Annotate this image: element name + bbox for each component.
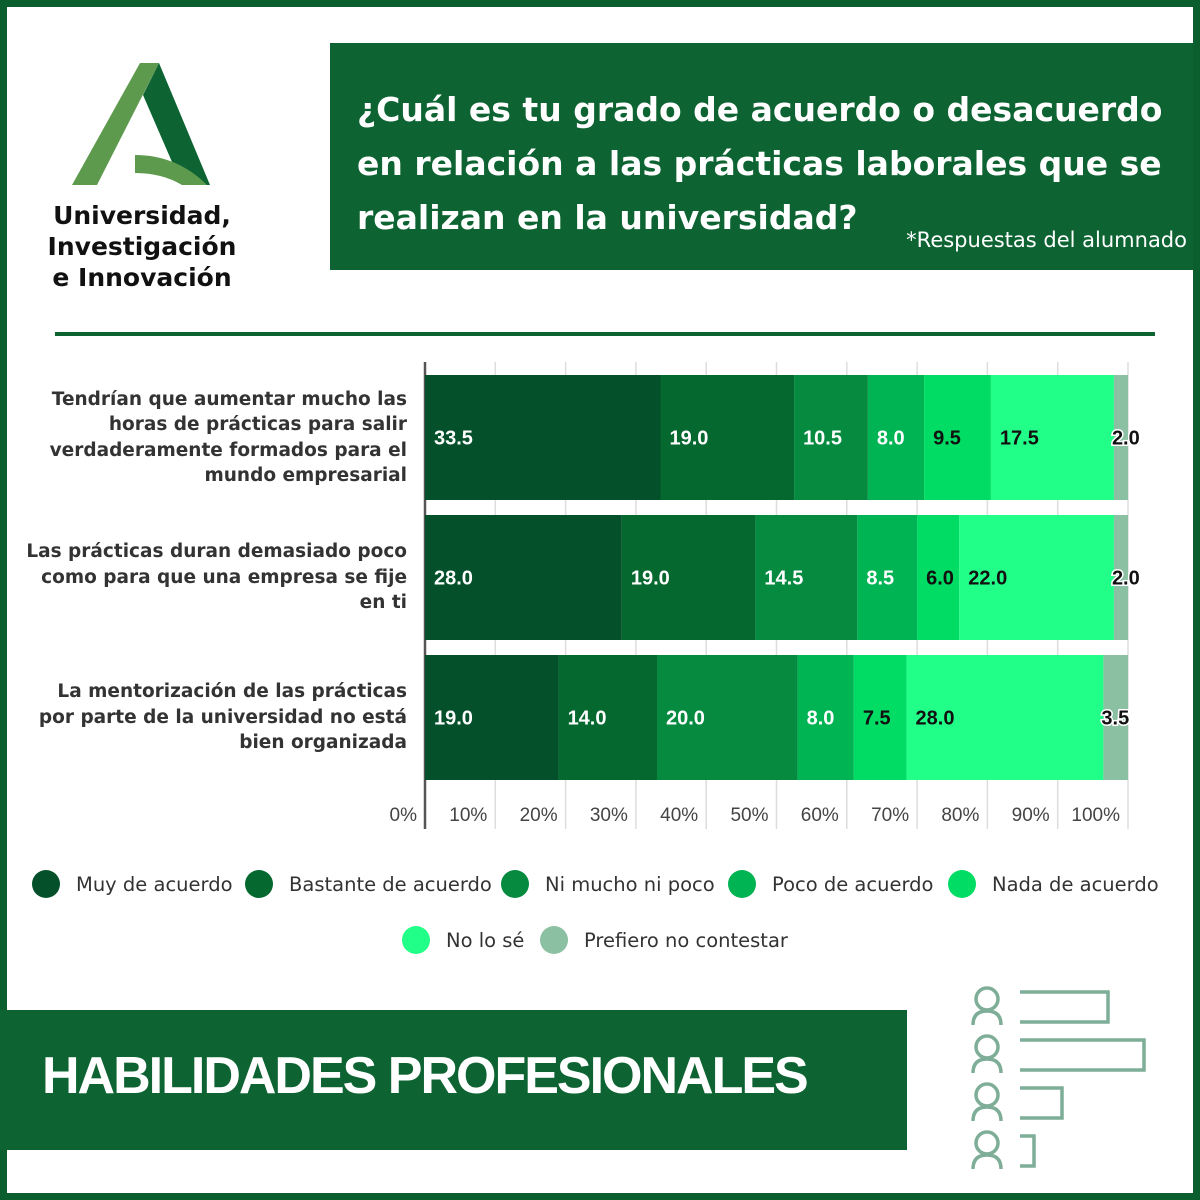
x-tick-label: 10% — [449, 805, 487, 826]
logo-line: Universidad, — [53, 201, 231, 230]
data-label: 2.0 — [1112, 568, 1140, 590]
legend-swatch — [32, 870, 60, 898]
data-label: 28.0 — [916, 708, 955, 730]
data-label: 8.5 — [866, 568, 894, 590]
logo-line: Investigación — [47, 232, 237, 261]
legend-item: Muy de acuerdo — [32, 870, 233, 898]
data-label: 14.0 — [568, 708, 607, 730]
legend-item: Prefiero no contestar — [540, 926, 788, 954]
bar-segment — [794, 375, 868, 500]
data-label: 33.5 — [434, 428, 473, 450]
bar-segment — [867, 375, 925, 500]
data-label: 19.0 — [631, 568, 670, 590]
bar-segment — [621, 515, 756, 640]
bar-segment — [906, 655, 1104, 780]
legend-swatch — [501, 870, 529, 898]
bar-segment — [755, 515, 858, 640]
legend-item: Poco de acuerdo — [728, 870, 933, 898]
legend-item: Ni mucho ni poco — [501, 870, 715, 898]
people-ranking-icon — [971, 986, 1146, 1170]
data-label: 10.5 — [803, 428, 842, 450]
x-tick-label: 30% — [590, 805, 628, 826]
bar-segment — [425, 515, 622, 640]
bar-segment — [425, 375, 661, 500]
bar-segment — [857, 515, 918, 640]
data-label: 3.5 — [1101, 708, 1129, 730]
bar-segment — [924, 375, 991, 500]
legend-swatch — [402, 926, 430, 954]
chart-subtitle: *Respuestas del alumnado — [906, 228, 1187, 252]
bar-segment — [1113, 515, 1128, 640]
legend-swatch — [728, 870, 756, 898]
bar-segment — [425, 655, 559, 780]
x-tick-label: 80% — [941, 805, 979, 826]
legend-label: Nada de acuerdo — [992, 872, 1159, 896]
bar-segment — [558, 655, 657, 780]
page: Universidad, Investigación e Innovación … — [0, 7, 1193, 1193]
x-tick-label: 60% — [801, 805, 839, 826]
logo-line: e Innovación — [52, 263, 232, 292]
bar-segment — [917, 515, 960, 640]
x-tick-label: 50% — [730, 805, 768, 826]
data-label: 17.5 — [1000, 428, 1039, 450]
junta-andalucia-logo-icon — [72, 63, 210, 185]
bar-segment — [959, 515, 1114, 640]
category-label: Tendrían que aumentar mucho las horas de… — [49, 388, 407, 487]
data-label: 14.5 — [764, 568, 803, 590]
bar-segment — [853, 655, 907, 780]
x-tick-label: 100% — [1071, 805, 1120, 826]
legend-swatch — [948, 870, 976, 898]
category-label: La mentorización de las prácticas por pa… — [38, 681, 407, 753]
legend-item: Nada de acuerdo — [948, 870, 1159, 898]
bar-segment — [990, 375, 1114, 500]
data-label: 20.0 — [666, 708, 705, 730]
data-label: 6.0 — [926, 568, 954, 590]
data-label: 8.0 — [877, 428, 905, 450]
legend-item: Bastante de acuerdo — [245, 870, 492, 898]
legend-item: No lo sé — [402, 926, 524, 954]
bar-segment — [660, 375, 795, 500]
logo-text: Universidad, Investigación e Innovación — [47, 200, 237, 293]
bar-segment — [656, 655, 798, 780]
chart-title: ¿Cuál es tu grado de acuerdo o desacuerd… — [357, 90, 1163, 237]
header-box: ¿Cuál es tu grado de acuerdo o desacuerd… — [330, 43, 1193, 270]
data-label: 2.0 — [1112, 428, 1140, 450]
data-label: 7.5 — [863, 708, 891, 730]
x-tick-label: 40% — [660, 805, 698, 826]
legend-swatch — [540, 926, 568, 954]
banner-text: HABILIDADES PROFESIONALES — [42, 1047, 809, 1105]
data-label: 9.5 — [933, 428, 961, 450]
bar-segment — [1113, 375, 1128, 500]
legend-label: Bastante de acuerdo — [289, 872, 492, 896]
legend-label: Poco de acuerdo — [772, 872, 934, 896]
stacked-bar-chart: 33.5 19.0 10.5 8.0 9.5 17.5 2.0 28.0 19.0 14.5 8.5… — [390, 362, 1141, 829]
divider — [55, 332, 1155, 336]
x-tick-label: 20% — [520, 805, 558, 826]
data-label: 22.0 — [968, 568, 1007, 590]
data-label: 19.0 — [670, 428, 709, 450]
x-tick-label: 90% — [1012, 805, 1050, 826]
legend-label: Muy de acuerdo — [76, 872, 233, 896]
data-label: 28.0 — [434, 568, 473, 590]
logo: Universidad, Investigación e Innovación — [47, 55, 247, 295]
bar-segment — [1103, 655, 1128, 780]
legend-label: Ni mucho ni poco — [545, 872, 715, 896]
x-tick-label: 70% — [871, 805, 909, 826]
banner: HABILIDADES PROFESIONALES — [0, 1010, 907, 1150]
data-label: 19.0 — [434, 708, 473, 730]
data-label: 8.0 — [807, 708, 835, 730]
bar-segment — [797, 655, 854, 780]
x-tick-label: 0% — [390, 805, 418, 826]
legend-label: Prefiero no contestar — [584, 928, 788, 952]
legend-label: No lo sé — [446, 928, 525, 952]
legend-swatch — [245, 870, 273, 898]
category-label: Las prácticas duran demasiado poco como … — [26, 541, 407, 613]
